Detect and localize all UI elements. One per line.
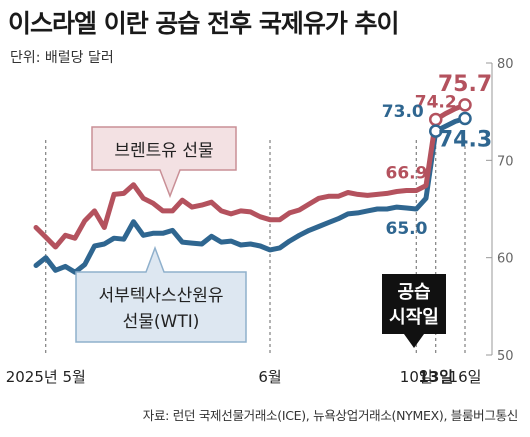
x-tick-label: 13일 bbox=[418, 368, 453, 386]
annotation-strike: 공습 시작일 bbox=[382, 274, 446, 348]
legend-brent-label: 브렌트유 선물 bbox=[114, 141, 213, 161]
chart-title: 이스라엘 이란 공습 전후 국제유가 추이 bbox=[8, 9, 400, 38]
data-labels: 66.9 74.275.7 65.0 73.0 74.3 bbox=[382, 72, 492, 239]
data-label: 66.9 bbox=[386, 164, 428, 184]
markers bbox=[429, 98, 472, 138]
annotation-pointer bbox=[404, 334, 424, 348]
legend-wti: 서부텍사스산원유 선물(WTI) bbox=[75, 245, 247, 343]
annotation-box bbox=[382, 274, 446, 334]
annotation-text-line1: 공습 bbox=[397, 282, 430, 303]
y-tick-label: 80 bbox=[497, 57, 514, 72]
legend-wti-label-line1: 서부텍사스산원유 bbox=[98, 286, 223, 306]
data-label: 75.7 bbox=[438, 72, 492, 97]
x-tick-label: 16일 bbox=[449, 368, 482, 386]
point-marker bbox=[458, 111, 472, 126]
data-label: 73.0 bbox=[382, 102, 424, 122]
point-marker bbox=[429, 112, 443, 127]
annotation-text-line2: 시작일 bbox=[389, 307, 439, 328]
y-tick-label: 60 bbox=[497, 252, 514, 267]
point-marker bbox=[429, 124, 443, 138]
y-tick-label: 70 bbox=[497, 154, 514, 169]
data-label: 74.3 bbox=[438, 127, 492, 152]
x-tick-label: 2025년 5월 bbox=[6, 368, 86, 386]
source-note: 자료: 런던 국제선물거래소(ICE), 뉴욕상업거래소(NYMEX), 블룸버… bbox=[142, 408, 519, 423]
legend-brent: 브렌트유 선물 bbox=[91, 126, 237, 199]
point-marker bbox=[458, 98, 472, 112]
data-label: 74.2 bbox=[415, 92, 457, 112]
series-line-brent bbox=[33, 102, 468, 250]
data-label: 65.0 bbox=[386, 219, 428, 239]
y-tick-label: 50 bbox=[497, 349, 514, 364]
legend-wti-label-line2: 선물(WTI) bbox=[123, 312, 200, 332]
unit-label: 단위: 배럴당 달러 bbox=[10, 50, 114, 66]
legend-brent-box bbox=[91, 126, 237, 199]
x-tick-label: 6월 bbox=[258, 368, 281, 386]
x-tick-label: 10일 bbox=[400, 368, 433, 386]
series-line-wti bbox=[33, 116, 468, 275]
legend-wti-box bbox=[75, 245, 247, 343]
